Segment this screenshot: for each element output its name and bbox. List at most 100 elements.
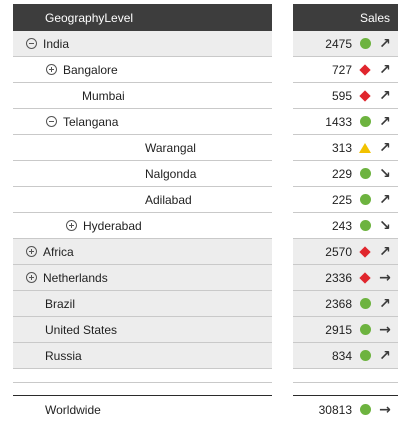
expand-icon[interactable] bbox=[46, 64, 57, 75]
right-arrow-icon: → bbox=[379, 401, 391, 418]
geography-row: Netherlands bbox=[13, 265, 272, 291]
sales-row: 727 ↗ bbox=[293, 57, 398, 83]
geography-row: Mumbai bbox=[13, 83, 272, 109]
geography-name: Telangana bbox=[63, 114, 119, 129]
sales-row: 834 ↗ bbox=[293, 343, 398, 369]
geography-header-label: GeographyLevel bbox=[45, 10, 134, 25]
sales-value: 727 bbox=[331, 62, 352, 77]
green-circle-icon bbox=[359, 168, 371, 180]
geography-row: Brazil bbox=[13, 291, 272, 317]
sales-header: Sales bbox=[293, 4, 398, 31]
right-arrow-icon: → bbox=[379, 321, 391, 338]
geography-row: Africa bbox=[13, 239, 272, 265]
sales-value: 2915 bbox=[325, 322, 352, 337]
expand-icon[interactable] bbox=[26, 272, 37, 283]
geography-name: Africa bbox=[43, 244, 74, 259]
sales-row: 229 ↘ bbox=[293, 161, 398, 187]
sales-value: 243 bbox=[331, 218, 352, 233]
total-row-sales: 30813 → bbox=[293, 395, 398, 423]
geography-name: United States bbox=[45, 322, 118, 337]
geography-column: GeographyLevel India Bangalore Mumbai Telan… bbox=[13, 4, 272, 383]
geography-name: Hyderabad bbox=[83, 218, 142, 233]
geography-name: India bbox=[43, 36, 70, 51]
green-circle-icon bbox=[359, 38, 371, 50]
red-diamond-icon bbox=[359, 63, 371, 76]
geography-row: Warangal bbox=[13, 135, 272, 161]
geography-row: Hyderabad bbox=[13, 213, 272, 239]
sales-row: 2475 ↗ bbox=[293, 31, 398, 57]
geography-name: Russia bbox=[45, 348, 82, 363]
sales-value: 595 bbox=[331, 88, 352, 103]
geography-row: United States bbox=[13, 317, 272, 343]
sales-row: 2570 ↗ bbox=[293, 239, 398, 265]
green-circle-icon bbox=[359, 116, 371, 128]
expand-icon[interactable] bbox=[66, 220, 77, 231]
sales-row: 313 ↗ bbox=[293, 135, 398, 161]
geography-name: Adilabad bbox=[145, 192, 192, 207]
up-right-arrow-icon: ↗ bbox=[379, 347, 391, 364]
sales-header-label: Sales bbox=[359, 10, 390, 25]
up-right-arrow-icon: ↗ bbox=[379, 113, 391, 130]
up-right-arrow-icon: ↗ bbox=[379, 191, 391, 208]
sales-row: 2915 → bbox=[293, 317, 398, 343]
sales-row: 2336 → bbox=[293, 265, 398, 291]
geography-row: Bangalore bbox=[13, 57, 272, 83]
red-diamond-icon bbox=[359, 271, 371, 284]
green-circle-icon bbox=[359, 404, 371, 416]
collapse-icon[interactable] bbox=[26, 38, 37, 49]
up-right-arrow-icon: ↗ bbox=[379, 87, 391, 104]
green-circle-icon bbox=[359, 298, 371, 310]
geography-row: Adilabad bbox=[13, 187, 272, 213]
total-row-label: Worldwide bbox=[13, 395, 272, 423]
red-diamond-icon bbox=[359, 89, 371, 102]
sales-value: 834 bbox=[331, 348, 352, 363]
blank-row bbox=[293, 369, 398, 383]
green-circle-icon bbox=[359, 194, 371, 206]
sales-column: Sales 2475 ↗ 727 ↗ 595 ↗ 1433 ↗ 313 ↗ 229 ↘ 225 ↗ 243 ↘… bbox=[293, 4, 398, 383]
up-right-arrow-icon: ↗ bbox=[379, 295, 391, 312]
sales-value: 229 bbox=[331, 166, 352, 181]
up-right-arrow-icon: ↗ bbox=[379, 61, 391, 78]
down-right-arrow-icon: ↘ bbox=[379, 165, 391, 182]
sales-value: 2475 bbox=[325, 36, 352, 51]
geography-row: Russia bbox=[13, 343, 272, 369]
green-circle-icon bbox=[359, 220, 371, 232]
geography-row: Telangana bbox=[13, 109, 272, 135]
yellow-triangle-icon bbox=[359, 142, 371, 154]
green-circle-icon bbox=[359, 324, 371, 336]
sales-value: 1433 bbox=[325, 114, 352, 129]
geography-name: Netherlands bbox=[43, 270, 108, 285]
up-right-arrow-icon: ↗ bbox=[379, 35, 391, 52]
sales-value: 225 bbox=[331, 192, 352, 207]
green-circle-icon bbox=[359, 350, 371, 362]
sales-value: 2570 bbox=[325, 244, 352, 259]
geography-row: India bbox=[13, 31, 272, 57]
expand-icon[interactable] bbox=[26, 246, 37, 257]
geography-header: GeographyLevel bbox=[13, 4, 272, 31]
geography-name: Mumbai bbox=[82, 88, 125, 103]
right-arrow-icon: → bbox=[379, 269, 391, 286]
geography-name: Bangalore bbox=[63, 62, 118, 77]
sales-row: 225 ↗ bbox=[293, 187, 398, 213]
blank-row bbox=[13, 369, 272, 383]
collapse-icon[interactable] bbox=[46, 116, 57, 127]
geography-name: Brazil bbox=[45, 296, 76, 311]
sales-rows: 2475 ↗ 727 ↗ 595 ↗ 1433 ↗ 313 ↗ 229 ↘ 225 ↗ 243 ↘ 2570 ↗ 2… bbox=[293, 31, 398, 383]
sales-value: 2368 bbox=[325, 296, 352, 311]
up-right-arrow-icon: ↗ bbox=[379, 243, 391, 260]
sales-row: 1433 ↗ bbox=[293, 109, 398, 135]
geography-row: Nalgonda bbox=[13, 161, 272, 187]
sales-row: 595 ↗ bbox=[293, 83, 398, 109]
sales-value: 2336 bbox=[325, 270, 352, 285]
sales-value: 313 bbox=[331, 140, 352, 155]
red-diamond-icon bbox=[359, 245, 371, 258]
sales-row: 243 ↘ bbox=[293, 213, 398, 239]
geography-rows: India Bangalore Mumbai Telangana Warangal Nal… bbox=[13, 31, 272, 383]
down-right-arrow-icon: ↘ bbox=[379, 217, 391, 234]
geography-name: Warangal bbox=[145, 140, 196, 155]
up-right-arrow-icon: ↗ bbox=[379, 139, 391, 156]
total-name: Worldwide bbox=[45, 402, 101, 417]
sales-value: 30813 bbox=[318, 402, 352, 417]
geography-name: Nalgonda bbox=[145, 166, 197, 181]
sales-row: 2368 ↗ bbox=[293, 291, 398, 317]
